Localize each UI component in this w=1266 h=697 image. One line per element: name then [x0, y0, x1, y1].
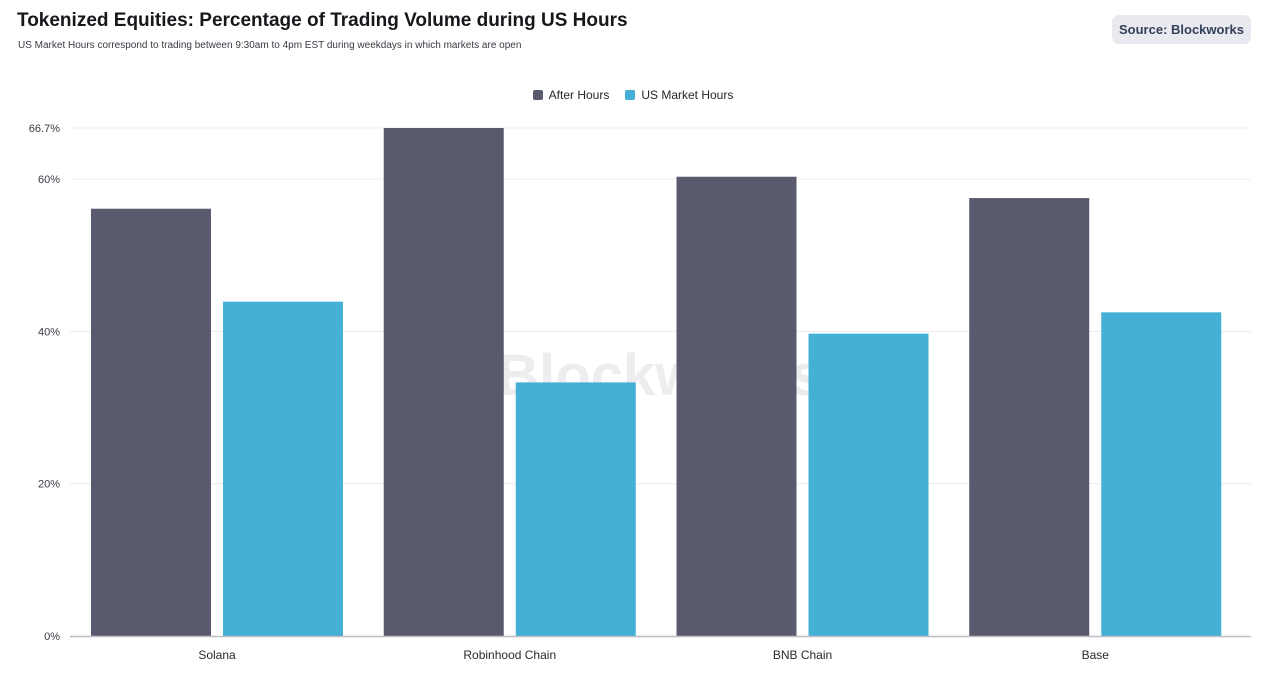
legend-label-after-hours: After Hours	[548, 88, 610, 102]
legend-swatch-us-market-hours	[625, 90, 636, 100]
y-tick-label: 40%	[38, 326, 60, 338]
y-tick-label: 60%	[38, 174, 60, 186]
bar-after-hours-solana[interactable]	[91, 208, 211, 636]
chart-legend: After Hours US Market Hours	[0, 88, 1266, 102]
bar-us-market-hours-solana[interactable]	[223, 301, 343, 636]
bars-layer	[91, 128, 1222, 636]
chart-subtitle: US Market Hours correspond to trading be…	[18, 40, 522, 51]
legend-item-us-market-hours[interactable]: US Market Hours	[625, 88, 733, 102]
x-tick-label: BNB Chain	[773, 648, 832, 662]
bar-us-market-hours-bnb-chain[interactable]	[808, 333, 929, 636]
bar-after-hours-bnb-chain[interactable]	[676, 176, 797, 636]
source-badge: Source: Blockworks	[1112, 15, 1251, 44]
bar-us-market-hours-robinhood-chain[interactable]	[515, 382, 636, 636]
x-tick-label: Solana	[198, 648, 236, 662]
x-tick-label: Robinhood Chain	[463, 648, 556, 662]
legend-item-after-hours[interactable]: After Hours	[532, 88, 610, 102]
y-tick-label: 20%	[38, 479, 60, 491]
y-tick-label: 0%	[44, 631, 60, 643]
y-tick-label: 66.7%	[29, 123, 60, 135]
bar-us-market-hours-base[interactable]	[1101, 312, 1222, 636]
legend-swatch-after-hours	[532, 90, 543, 100]
chart-title: Tokenized Equities: Percentage of Tradin…	[17, 10, 628, 31]
bar-after-hours-base[interactable]	[969, 198, 1090, 636]
x-tick-label: Base	[1082, 648, 1110, 662]
legend-label-us-market-hours: US Market Hours	[641, 88, 734, 102]
axis-layer: 0% 20% 40% 60% 66.7% Solana Robinhood Chain BNB…	[29, 123, 1251, 662]
bar-after-hours-robinhood-chain[interactable]	[383, 128, 504, 636]
